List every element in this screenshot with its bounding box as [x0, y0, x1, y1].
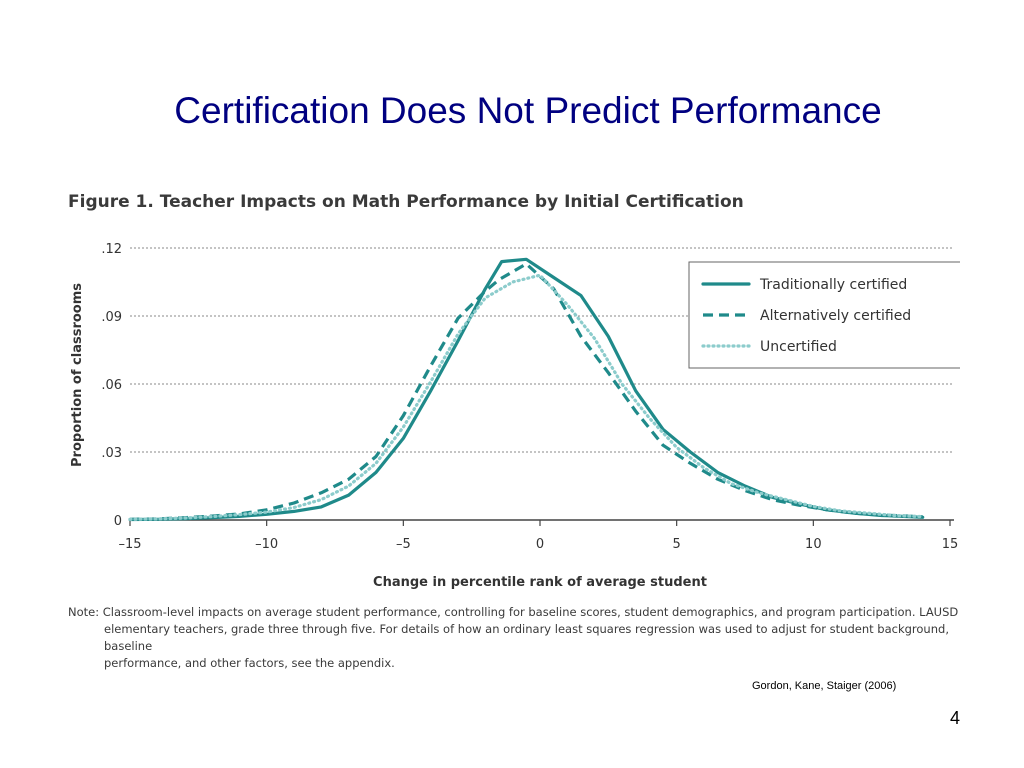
x-tick-label: 5 [673, 537, 681, 552]
x-tick-label: –15 [118, 537, 141, 552]
x-tick-label: 10 [805, 537, 822, 552]
note-line-3: performance, and other factors, see the … [104, 656, 395, 670]
grid-layer [130, 247, 954, 453]
y-tick-label: 0 [114, 514, 122, 529]
legend-layer: Traditionally certified Alternatively cer… [688, 261, 960, 369]
x-tick-label: –10 [255, 537, 278, 552]
y-tick-label: .09 [101, 310, 122, 325]
figure-note: Note: Classroom-level impacts on average… [68, 604, 968, 672]
series-layer [128, 257, 925, 522]
x-tick-label: –5 [396, 537, 411, 552]
legend-label: Uncertified [760, 339, 837, 355]
y-tick-label: .12 [101, 242, 122, 257]
legend-label: Traditionally certified [759, 277, 907, 293]
figure-title: Figure 1. Teacher Impacts on Math Perfor… [68, 192, 744, 212]
x-axis-label: Change in percentile rank of average stu… [373, 575, 707, 590]
note-line-2: elementary teachers, grade three through… [104, 622, 949, 653]
y-tick-label: .03 [101, 446, 122, 461]
legend-label: Alternatively certified [760, 308, 911, 324]
x-tick-label: 0 [536, 537, 544, 552]
legend-box [688, 261, 960, 369]
page-number: 4 [950, 708, 961, 728]
y-axis-label: Proportion of classrooms [70, 283, 85, 467]
series-line-dotted [128, 273, 925, 521]
slide-title: Certification Does Not Predict Performan… [174, 90, 882, 131]
citation: Gordon, Kane, Staiger (2006) [752, 680, 897, 692]
series-line-dashed [129, 262, 923, 521]
x-tick-label: 15 [942, 537, 959, 552]
y-tick-label: .06 [101, 378, 122, 393]
line-chart: 0 .03 .06 .09 .12 –15 –10 –5 0 5 10 15 Traditionall… [70, 242, 960, 590]
note-line-1: Note: Classroom-level impacts on average… [68, 605, 959, 619]
axis-layer: 0 .03 .06 .09 .12 –15 –10 –5 0 5 10 15 [101, 242, 958, 552]
